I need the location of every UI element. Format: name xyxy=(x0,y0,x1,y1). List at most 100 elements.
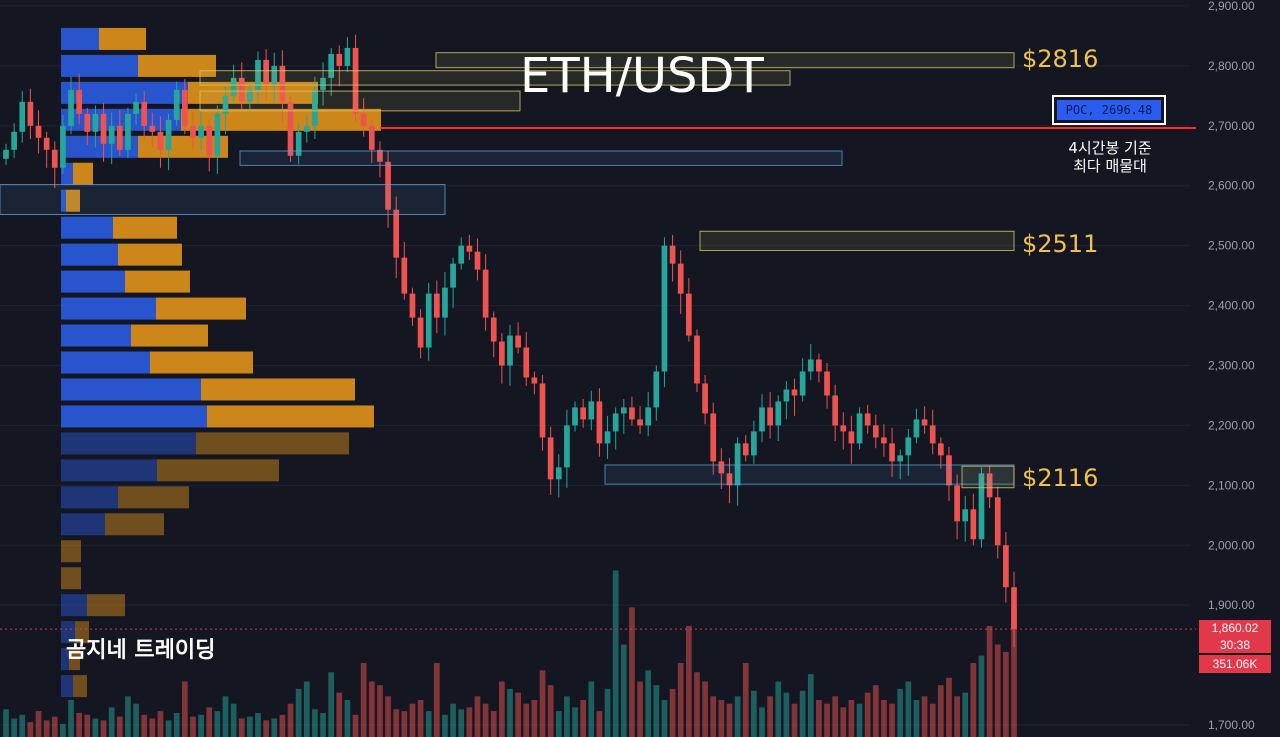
level-box xyxy=(199,70,791,86)
volume-bar xyxy=(336,692,343,737)
volume-bar xyxy=(125,696,131,737)
volume-profile-buy-bar xyxy=(61,54,138,77)
volume-bar xyxy=(637,681,643,737)
volume-bar xyxy=(368,681,375,737)
volume-bar xyxy=(417,700,424,737)
candle-body xyxy=(775,401,782,426)
candle-body xyxy=(986,473,993,498)
candle-body xyxy=(352,47,359,114)
candle-body xyxy=(840,425,847,432)
candle-body xyxy=(637,419,643,426)
candle-body xyxy=(994,497,1001,546)
candle-body xyxy=(173,89,180,120)
volume-profile-sell-bar xyxy=(99,27,146,50)
y-tick-label: 2,300.00 xyxy=(1208,359,1255,373)
volume-bar xyxy=(994,644,1001,737)
candle-body xyxy=(60,125,66,168)
candle-body xyxy=(320,77,326,90)
volume-bar xyxy=(43,720,50,737)
volume-bar xyxy=(564,696,570,737)
y-tick-label: 2,600.00 xyxy=(1208,179,1255,193)
page-title: ETH/USDT xyxy=(520,48,764,104)
candle-body xyxy=(401,257,408,294)
volume-profile-sell-bar xyxy=(157,459,279,482)
volume-bar xyxy=(937,685,944,737)
level-box xyxy=(961,465,1015,489)
volume-bar xyxy=(100,720,107,737)
candle-body xyxy=(734,443,741,486)
candle-body xyxy=(458,245,465,264)
volume-bar xyxy=(149,718,156,737)
y-tick-label: 1,700.00 xyxy=(1208,718,1255,732)
volume-bar xyxy=(547,685,554,737)
volume-profile-buy-bar xyxy=(61,648,69,671)
volume-bar xyxy=(255,712,261,737)
volume-bar xyxy=(702,681,708,737)
volume-profile-sell-bar xyxy=(138,135,228,158)
volume-bar xyxy=(328,672,335,737)
candle-body xyxy=(92,113,99,132)
volume-bar xyxy=(247,716,253,737)
poc-label: POC, 2696.48 xyxy=(1057,100,1161,120)
volume-bar xyxy=(881,700,887,737)
volume-profile-buy-bar xyxy=(61,594,87,617)
candle-body xyxy=(507,335,513,366)
volume-bar xyxy=(685,626,692,737)
level-box xyxy=(239,150,843,166)
y-tick-label: 2,100.00 xyxy=(1208,478,1255,492)
candle-body xyxy=(661,245,668,372)
volume-bar xyxy=(35,711,42,737)
y-tick-label: 2,900.00 xyxy=(1208,0,1255,13)
candle-body xyxy=(767,407,773,426)
volume-profile-buy-bar xyxy=(61,189,66,212)
volume-bar xyxy=(824,703,830,737)
volume-bar xyxy=(214,711,221,737)
candle-body xyxy=(68,89,74,126)
level-label-2116: $2116 xyxy=(1022,464,1099,492)
volume-profile-sell-bar xyxy=(207,405,374,428)
volume-bar xyxy=(393,709,400,737)
volume-bar xyxy=(173,712,180,737)
volume-bar xyxy=(580,700,587,737)
candle-body xyxy=(3,149,9,159)
volume-profile-buy-bar xyxy=(61,108,181,131)
volume-profile-sell-bar xyxy=(181,108,381,131)
volume-bar xyxy=(165,720,172,737)
volume-bar xyxy=(970,663,977,737)
volume-bar xyxy=(352,714,359,737)
candle-body xyxy=(287,101,294,156)
candle-body xyxy=(645,407,652,426)
volume-profile-sell-bar xyxy=(156,297,246,320)
candle-body xyxy=(108,125,115,144)
candle-body xyxy=(393,209,400,258)
volume-bar xyxy=(921,696,928,737)
candle-body xyxy=(100,113,107,144)
volume-profile-buy-bar xyxy=(61,243,118,266)
candle-body xyxy=(27,101,34,126)
candle-body xyxy=(978,473,985,540)
volume-bar xyxy=(190,716,196,737)
volume-bar xyxy=(694,672,700,737)
volume-profile-sell-bar xyxy=(69,648,80,671)
candle-body xyxy=(921,419,928,426)
candle-body xyxy=(433,293,440,318)
candle-body xyxy=(555,467,562,480)
volume-bar xyxy=(108,707,115,737)
volume-bar xyxy=(710,696,717,737)
candle-body xyxy=(588,401,595,420)
volume-bar xyxy=(726,703,733,737)
level-label-2511: $2511 xyxy=(1022,230,1099,258)
countdown-tag: 30:38 xyxy=(1199,637,1271,653)
volume-bar xyxy=(344,700,351,737)
candle-body xyxy=(807,359,814,372)
candle-body xyxy=(303,125,310,132)
candle-body xyxy=(377,149,383,162)
volume-bar xyxy=(799,690,806,737)
candle-body xyxy=(238,77,245,102)
volume-bar xyxy=(645,670,652,737)
volume-bar xyxy=(76,712,83,737)
volume-bar xyxy=(303,681,310,737)
candle-body xyxy=(694,335,700,384)
